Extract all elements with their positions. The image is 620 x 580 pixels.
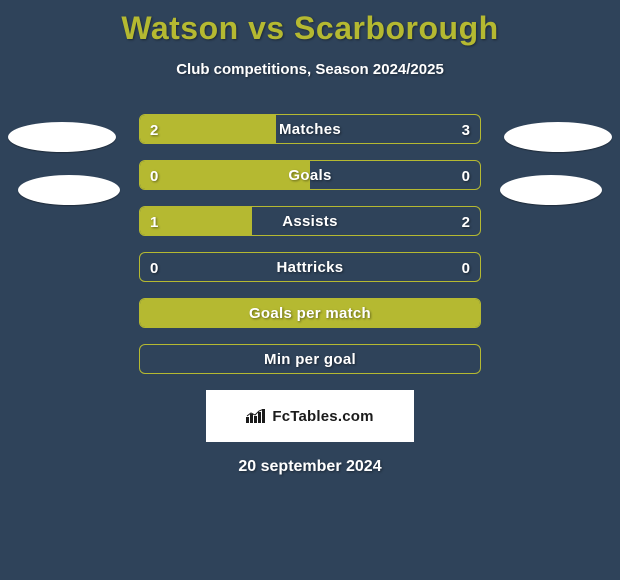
stat-row: Goals per match [0,298,620,330]
stat-label: Min per goal [140,345,480,373]
stat-label: Hattricks [140,253,480,281]
credit-box: FcTables.com [206,390,414,442]
subtitle: Club competitions, Season 2024/2025 [0,61,620,78]
stat-label: Assists [140,207,480,235]
stat-bar-track: Goals [139,160,481,190]
stat-row: Hattricks0 0 [0,252,620,284]
date-text: 20 september 2024 [0,458,620,476]
stat-bar-track: Goals per match [139,298,481,328]
stat-label: Matches [140,115,480,143]
stat-row: Goals0 0 [0,160,620,192]
stat-value-right: 0 [462,160,470,192]
stat-label: Goals [140,161,480,189]
stat-value-right: 0 [462,252,470,284]
stat-row: Matches2 3 [0,114,620,146]
stat-value-left: 2 [150,114,158,146]
bar-chart-icon [246,409,266,423]
stat-value-left: 0 [150,252,158,284]
stat-value-left: 1 [150,206,158,238]
stats-rows: Matches23Goals00Assists12Hattricks00Goal… [0,114,620,376]
stat-bar-track: Assists [139,206,481,236]
stat-label: Goals per match [140,299,480,327]
stat-value-left: 0 [150,160,158,192]
stat-row: Min per goal [0,344,620,376]
page-title: Watson vs Scarborough [0,0,620,47]
stat-row: Assists1 2 [0,206,620,238]
credit-text: FcTables.com [272,408,373,425]
stat-value-right: 2 [462,206,470,238]
stat-value-right: 3 [462,114,470,146]
stat-bar-track: Min per goal [139,344,481,374]
stat-bar-track: Matches [139,114,481,144]
stat-bar-track: Hattricks [139,252,481,282]
